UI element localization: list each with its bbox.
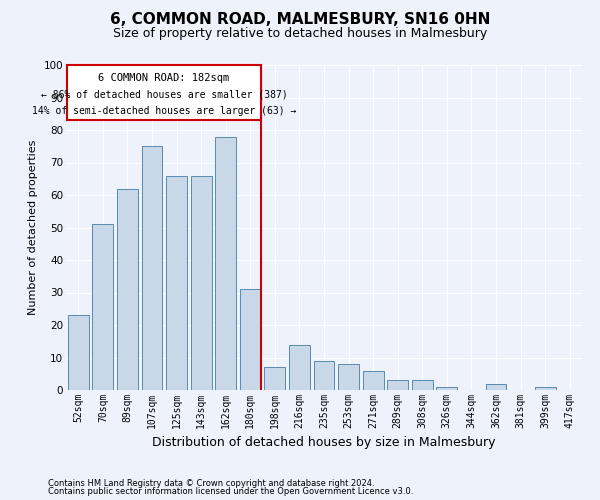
Bar xyxy=(215,136,236,390)
Text: 14% of semi-detached houses are larger (63) →: 14% of semi-detached houses are larger (… xyxy=(32,106,296,116)
Bar xyxy=(117,188,138,390)
FancyBboxPatch shape xyxy=(67,65,261,120)
Text: Contains public sector information licensed under the Open Government Licence v3: Contains public sector information licen… xyxy=(48,487,413,496)
Bar xyxy=(436,387,457,390)
Bar xyxy=(412,380,433,390)
Bar xyxy=(535,387,556,390)
Text: 6, COMMON ROAD, MALMESBURY, SN16 0HN: 6, COMMON ROAD, MALMESBURY, SN16 0HN xyxy=(110,12,490,28)
Bar xyxy=(265,367,286,390)
Bar xyxy=(68,316,89,390)
Bar xyxy=(362,370,383,390)
Bar xyxy=(240,289,261,390)
Bar xyxy=(92,224,113,390)
Bar xyxy=(485,384,506,390)
Text: Size of property relative to detached houses in Malmesbury: Size of property relative to detached ho… xyxy=(113,28,487,40)
Bar xyxy=(387,380,408,390)
Text: Contains HM Land Registry data © Crown copyright and database right 2024.: Contains HM Land Registry data © Crown c… xyxy=(48,478,374,488)
Bar xyxy=(142,146,163,390)
Y-axis label: Number of detached properties: Number of detached properties xyxy=(28,140,38,315)
Bar xyxy=(191,176,212,390)
Text: 6 COMMON ROAD: 182sqm: 6 COMMON ROAD: 182sqm xyxy=(98,73,230,83)
X-axis label: Distribution of detached houses by size in Malmesbury: Distribution of detached houses by size … xyxy=(152,436,496,450)
Text: ← 86% of detached houses are smaller (387): ← 86% of detached houses are smaller (38… xyxy=(41,90,287,100)
Bar xyxy=(166,176,187,390)
Bar xyxy=(314,361,334,390)
Bar xyxy=(338,364,359,390)
Bar xyxy=(289,344,310,390)
